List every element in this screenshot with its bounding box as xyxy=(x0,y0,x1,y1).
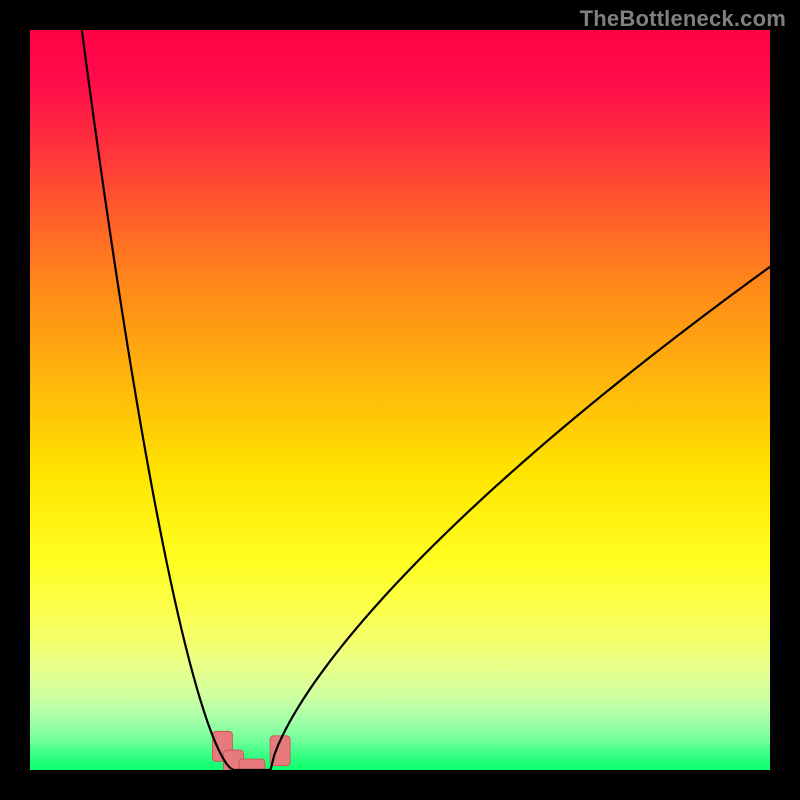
marker-point xyxy=(239,759,265,770)
gradient-background xyxy=(30,30,770,770)
watermark-text: TheBottleneck.com xyxy=(580,6,786,32)
chart-container: TheBottleneck.com xyxy=(0,0,800,800)
plot-area xyxy=(30,30,770,770)
chart-svg xyxy=(30,30,770,770)
